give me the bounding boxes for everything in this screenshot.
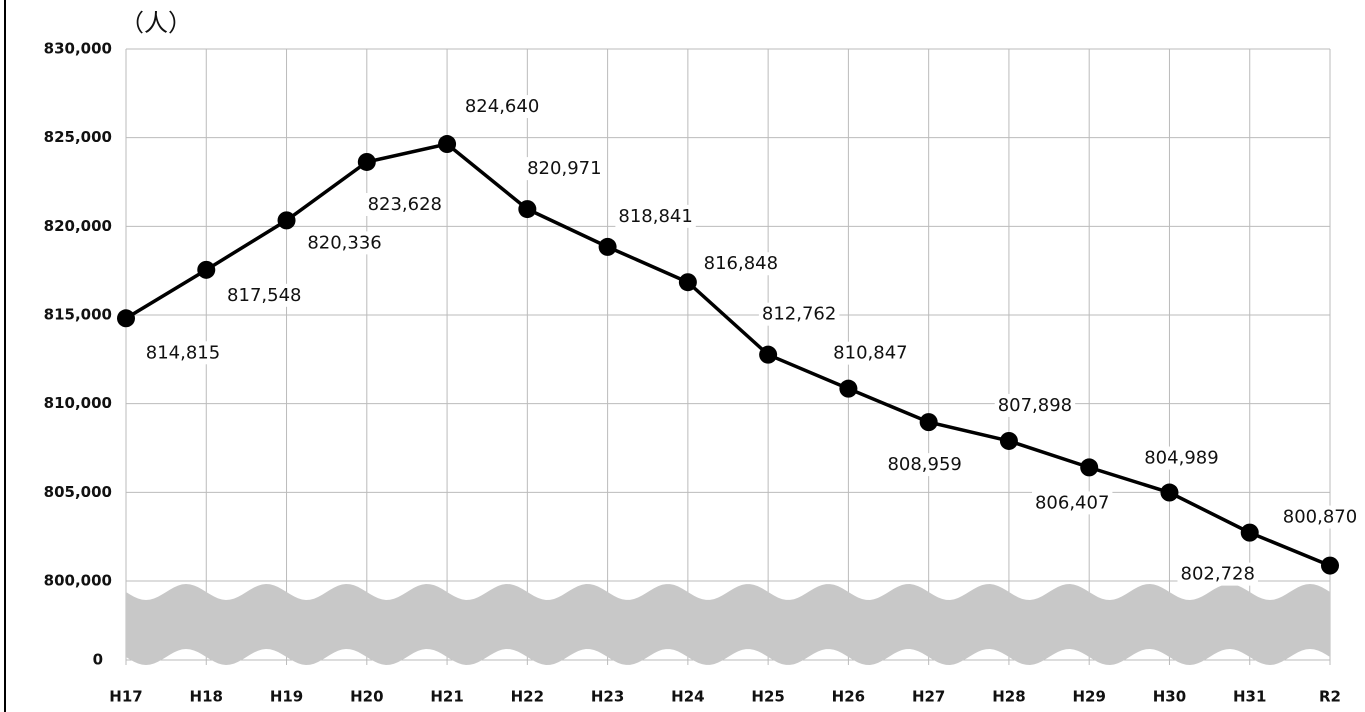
point [518,200,537,219]
line [125,142,1331,568]
point [1240,523,1259,542]
x-tick-label: H18 [190,688,223,706]
y-tick-label: 0 [93,651,103,669]
x-tick-label: H26 [832,688,865,706]
data-label-group: 818,841 [615,204,696,228]
point [999,431,1018,450]
x-tick-label: H19 [270,688,303,706]
data-label-bg [461,95,543,119]
y-tick-label: 810,000 [44,394,112,412]
point [759,345,778,364]
y-tick-label: 825,000 [44,128,112,146]
y-tick-label: 830,000 [44,40,112,58]
data-label: 816,848 [704,253,778,274]
axis-break [126,584,1330,665]
point [438,135,457,154]
data-label-bg [304,231,385,255]
y-axis-label: （人） [120,9,192,37]
data-label: 808,959 [887,454,961,475]
point [117,309,135,328]
point [357,152,376,171]
data-label: 820,336 [307,232,381,253]
x-tick-label: H29 [1072,688,1105,706]
point [1080,458,1099,477]
data-label-bg [224,283,305,307]
data-label: 806,407 [1035,492,1109,513]
data-label: 820,971 [527,158,601,179]
x-tick-label: H22 [511,688,544,706]
data-label: 818,841 [618,206,692,227]
x-tick-label: H31 [1233,688,1266,706]
data-label-group: 824,640 [461,95,543,119]
point [919,413,938,432]
point [1160,483,1179,502]
data-label-group: 807,898 [994,393,1076,417]
data-label-bg [1177,562,1258,586]
y-tick-label: 805,000 [44,483,112,501]
x-tick-label: H30 [1153,688,1186,706]
point [1321,556,1339,575]
point [277,211,296,230]
data-label: 824,640 [465,96,539,117]
data-label-group: 806,407 [1031,491,1113,515]
data-label-bg [142,341,224,365]
data-label: 804,989 [1144,448,1218,469]
x-tick-label: H20 [350,688,383,706]
data-label-bg [700,252,782,276]
y-tick-label: 815,000 [44,306,112,324]
data-label-group: 817,548 [224,283,305,307]
point [197,260,216,279]
data-label-group: 816,848 [700,252,782,276]
y-tick-label: 820,000 [44,217,112,235]
data-label-bg [830,341,911,365]
x-tick-label: H23 [591,688,624,706]
data-label-bg [1141,446,1222,470]
data-label-bg [1031,491,1113,515]
data-label: 812,762 [762,304,836,325]
data-label-group: 812,762 [758,302,840,326]
data-label-group: 808,959 [884,453,965,477]
point [598,237,617,256]
data-label-group: 814,815 [142,341,224,365]
data-label-group: 820,336 [304,231,385,255]
data-label-bg [364,192,446,216]
data-label-group: 804,989 [1141,446,1222,470]
data-label: 810,847 [833,343,907,364]
data-label-group: 820,971 [524,157,605,181]
data-label-group: 802,728 [1177,562,1258,586]
x-tick-label: H21 [430,688,463,706]
x-tick-label: H27 [912,688,945,706]
data-label-group: 810,847 [830,341,911,365]
y-tick-label: 800,000 [44,572,112,590]
data-label-bg [1279,505,1361,529]
data-label-bg [615,204,696,228]
data-label: 800,870 [1283,507,1357,528]
point [678,273,697,292]
data-label-bg [758,302,840,326]
x-tick-label: H25 [751,688,784,706]
data-label-bg [994,393,1076,417]
data-label: 823,628 [368,194,442,215]
x-tick-label: H24 [671,688,704,706]
point [839,379,858,398]
x-tick-label: H28 [992,688,1025,706]
data-label-bg [884,453,965,477]
x-tick-label: H17 [109,688,142,706]
data-label: 817,548 [227,285,301,306]
data-label: 802,728 [1181,564,1255,585]
data-label-group: 823,628 [364,192,446,216]
data-label-bg [524,157,605,181]
data-label: 814,815 [146,342,220,363]
data-label-group: 800,870 [1279,505,1361,529]
x-tick-label: R2 [1319,688,1341,706]
data-label: 807,898 [998,395,1072,416]
